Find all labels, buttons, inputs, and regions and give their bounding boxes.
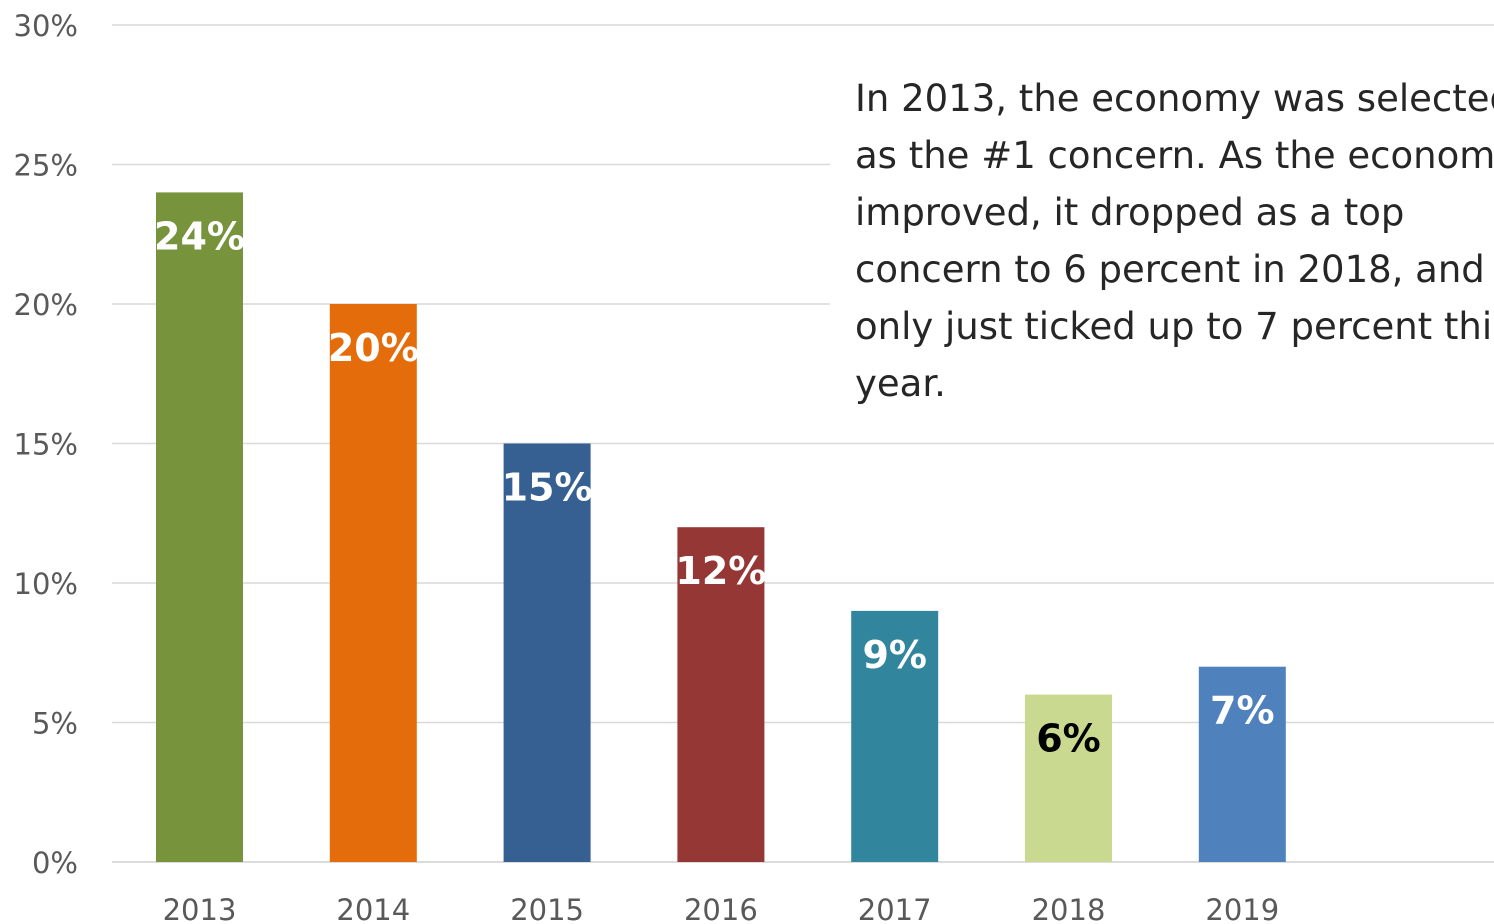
data-label: 24%: [154, 214, 245, 258]
annotation-line: improved, it dropped as a top: [855, 191, 1405, 234]
data-labels: 24% 20% 15% 12% 9% 6% 7%: [154, 214, 1275, 760]
bar-2015: [503, 443, 591, 862]
y-tick-label: 0%: [32, 846, 78, 880]
y-tick-label: 20%: [14, 288, 78, 322]
x-tick-label: 2019: [1205, 893, 1279, 924]
bar-2019: [1198, 666, 1286, 862]
bars: [156, 192, 1286, 862]
annotation-line: In 2013, the economy was selected: [855, 77, 1494, 120]
annotation-text: In 2013, the economy was selected as the…: [855, 70, 1494, 412]
data-label: 9%: [862, 633, 927, 677]
annotation-line: as the #1 concern. As the economy: [855, 134, 1494, 177]
data-label: 20%: [328, 326, 419, 370]
bar-2018: [1025, 694, 1112, 862]
data-label: 7%: [1210, 689, 1275, 733]
y-axis-tick-labels: 0% 5% 10% 15% 20% 25% 30%: [14, 9, 78, 880]
y-tick-label: 5%: [32, 707, 78, 741]
y-tick-label: 10%: [14, 567, 78, 601]
data-label: 12%: [675, 549, 766, 593]
annotation-line: year.: [855, 362, 946, 405]
bar-2013: [156, 192, 243, 862]
x-tick-label: 2014: [336, 893, 410, 924]
data-label: 6%: [1036, 717, 1101, 761]
x-tick-label: 2017: [858, 893, 932, 924]
bar-2014: [329, 304, 417, 862]
x-axis-tick-labels: 2013 2014 2015 2016 2017 2018 2019: [163, 893, 1280, 924]
annotation-line: only just ticked up to 7 percent this: [855, 305, 1494, 348]
y-tick-label: 30%: [14, 9, 78, 43]
annotation-line: concern to 6 percent in 2018, and: [855, 248, 1485, 291]
x-tick-label: 2016: [684, 893, 758, 924]
y-tick-label: 15%: [14, 428, 78, 462]
data-label: 15%: [502, 466, 593, 510]
x-tick-label: 2018: [1032, 893, 1106, 924]
x-tick-label: 2013: [163, 893, 237, 924]
bar-2016: [677, 527, 765, 862]
x-tick-label: 2015: [510, 893, 584, 924]
y-tick-label: 25%: [14, 149, 78, 183]
bar-2017: [851, 610, 939, 862]
